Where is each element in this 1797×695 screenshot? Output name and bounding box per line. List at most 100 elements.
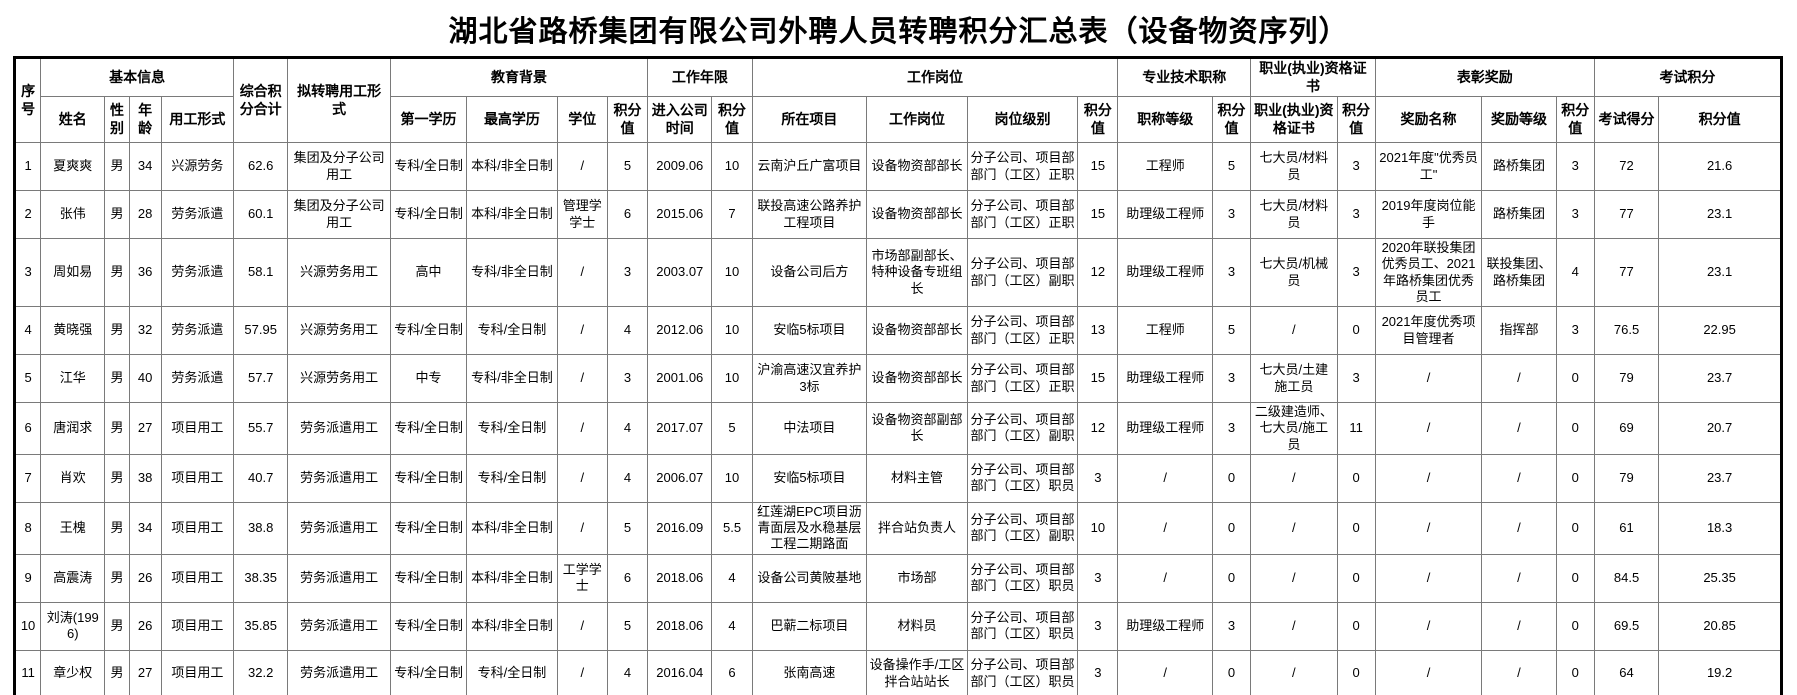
table-cell: / bbox=[1250, 553, 1338, 603]
table-cell: 79 bbox=[1593, 354, 1660, 403]
table-cell: 男 bbox=[104, 553, 130, 603]
header-sub-cell: 工作岗位 bbox=[866, 96, 968, 143]
table-cell: 分子公司、项目部部门（工区）正职 bbox=[966, 190, 1079, 239]
table-cell: 20.85 bbox=[1658, 601, 1782, 651]
table-cell: 指挥部 bbox=[1481, 306, 1557, 355]
table-cell: 夏爽爽 bbox=[40, 142, 106, 191]
table-cell: 助理级工程师 bbox=[1117, 354, 1213, 403]
header-sub-cell: 积分值 bbox=[1658, 96, 1782, 143]
table-cell: 5 bbox=[1211, 142, 1252, 191]
table-cell: 10 bbox=[711, 306, 753, 355]
table-cell: 5 bbox=[711, 402, 753, 455]
table-cell: 57.7 bbox=[233, 354, 289, 403]
table-cell: 男 bbox=[104, 601, 130, 651]
table-cell: 专科/非全日制 bbox=[466, 354, 558, 403]
table-cell: 兴源劳务用工 bbox=[287, 306, 391, 355]
table-cell: 38 bbox=[128, 453, 162, 503]
table-cell: / bbox=[1117, 553, 1213, 603]
table-cell: 2019年度岗位能手 bbox=[1374, 190, 1483, 239]
table-cell: 21.6 bbox=[1658, 142, 1782, 191]
table-cell: 3 bbox=[1077, 601, 1119, 651]
table-cell: 38.8 bbox=[233, 501, 289, 555]
table-cell: 4 bbox=[606, 306, 649, 355]
table-cell: 0 bbox=[1555, 402, 1595, 455]
table-cell: 分子公司、项目部部门（工区）职员 bbox=[966, 601, 1079, 651]
table-cell: 张伟 bbox=[40, 190, 106, 239]
table-row: 7 肖欢男 38 项目用工 40.7 劳务派遣用工 专科/全日制 专科/全日制/4 2006.0… bbox=[13, 453, 1782, 503]
table-cell: 劳务派遣用工 bbox=[287, 501, 391, 555]
table-cell: 58.1 bbox=[233, 238, 289, 307]
table-cell: 七大员/土建施工员 bbox=[1250, 354, 1338, 403]
table-cell: 本科/非全日制 bbox=[466, 142, 558, 191]
table-cell: 分子公司、项目部部门（工区）职员 bbox=[966, 553, 1079, 603]
table-cell: 设备物资部部长 bbox=[866, 354, 968, 403]
header-sub-cell: 积分值 bbox=[606, 96, 649, 143]
table-cell: 6 bbox=[711, 649, 753, 695]
header-group-cell: 工作岗位 bbox=[751, 57, 1119, 97]
table-row: 3 周如易男 36 劳务派遣 58.1 兴源劳务用工 高中 专科/非全日制/3 2003.07 1… bbox=[13, 238, 1782, 307]
table-cell: 市场部副部长、特种设备专班组长 bbox=[866, 238, 968, 307]
table-cell: 专科/全日制 bbox=[389, 306, 468, 355]
table-cell: 0 bbox=[1336, 601, 1376, 651]
header-group-cell: 拟转聘用工形式 bbox=[287, 57, 391, 143]
table-cell: / bbox=[556, 306, 608, 355]
table-cell: 王槐 bbox=[40, 501, 106, 555]
table-cell: 本科/非全日制 bbox=[466, 190, 558, 239]
table-cell: 工程师 bbox=[1117, 306, 1213, 355]
table-cell: 3 bbox=[1077, 453, 1119, 503]
table-cell: 0 bbox=[1555, 601, 1595, 651]
table-cell: / bbox=[1481, 649, 1557, 695]
table-cell: 1 bbox=[13, 142, 42, 191]
table-cell: 0 bbox=[1336, 553, 1376, 603]
table-cell: 3 bbox=[1211, 238, 1252, 307]
header-sub-cell: 所在项目 bbox=[751, 96, 868, 143]
table-cell: 32.2 bbox=[233, 649, 289, 695]
table-cell: 57.95 bbox=[233, 306, 289, 355]
header-sub-cell: 积分值 bbox=[711, 96, 753, 143]
table-cell: 3 bbox=[1336, 354, 1376, 403]
table-cell: 2012.06 bbox=[647, 306, 713, 355]
table-cell: 集团及分子公司用工 bbox=[287, 142, 391, 191]
table-cell: / bbox=[1374, 553, 1483, 603]
table-cell: 3 bbox=[13, 238, 42, 307]
table-cell: 2006.07 bbox=[647, 453, 713, 503]
header-sub-cell: 积分值 bbox=[1336, 96, 1376, 143]
table-cell: 男 bbox=[104, 306, 130, 355]
table-cell: 77 bbox=[1593, 238, 1660, 307]
table-cell: 2021年度"优秀员工" bbox=[1374, 142, 1483, 191]
table-cell: 18.3 bbox=[1658, 501, 1782, 555]
table-cell: 男 bbox=[104, 190, 130, 239]
header-group-row: 序号 基本信息 综合积分合计 拟转聘用工形式 教育背景 工作年限 工作岗位 专业技术职称 职业(… bbox=[13, 57, 1783, 143]
table-cell: 0 bbox=[1555, 649, 1595, 695]
table-cell: 设备物资部部长 bbox=[866, 190, 968, 239]
header-group-cell: 表彰奖励 bbox=[1374, 57, 1595, 97]
table-cell: 15 bbox=[1077, 190, 1119, 239]
table-row: 1 夏爽爽男 34 兴源劳务 62.6 集团及分子公司用工 专科/全日制 本科/非全日制/5 2… bbox=[13, 142, 1782, 191]
table-cell: 劳务派遣 bbox=[160, 306, 235, 355]
table-cell: 11 bbox=[13, 649, 42, 695]
table-cell: 22.95 bbox=[1658, 306, 1782, 355]
table-cell: / bbox=[556, 649, 608, 695]
table-cell: 4 bbox=[1555, 238, 1595, 307]
table-cell: 0 bbox=[1211, 501, 1252, 555]
table-cell: 2001.06 bbox=[647, 354, 713, 403]
header-sub-cell: 第一学历 bbox=[389, 96, 468, 143]
table-row: 2 张伟男 28 劳务派遣 60.1 集团及分子公司用工 专科/全日制 本科/非全日制 管理学学… bbox=[13, 190, 1782, 239]
table-cell: 男 bbox=[104, 501, 130, 555]
table-cell: 分子公司、项目部部门（工区）副职 bbox=[966, 501, 1079, 555]
table-cell: 安临5标项目 bbox=[751, 306, 868, 355]
table-cell: 27 bbox=[128, 402, 162, 455]
table-cell: 5.5 bbox=[711, 501, 753, 555]
table-cell: 2016.09 bbox=[647, 501, 713, 555]
table-cell: 2 bbox=[13, 190, 42, 239]
table-cell: 材料主管 bbox=[866, 453, 968, 503]
table-cell: 高中 bbox=[389, 238, 468, 307]
table-cell: / bbox=[1481, 601, 1557, 651]
table-cell: 2009.06 bbox=[647, 142, 713, 191]
table-cell: 23.7 bbox=[1658, 453, 1782, 503]
table-cell: 6 bbox=[13, 402, 42, 455]
table-cell: 中专 bbox=[389, 354, 468, 403]
table-cell: 分子公司、项目部部门（工区）正职 bbox=[966, 354, 1079, 403]
table-cell: / bbox=[1250, 601, 1338, 651]
table-cell: 7 bbox=[13, 453, 42, 503]
